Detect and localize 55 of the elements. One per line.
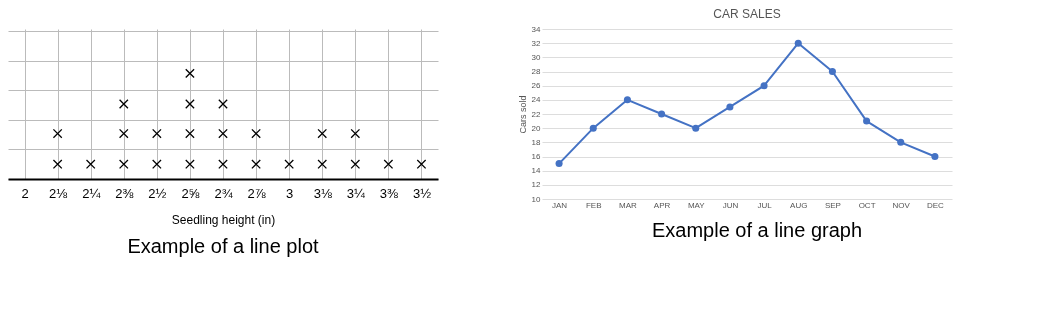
y-tick-label: 10 — [531, 194, 542, 204]
point — [828, 67, 836, 76]
point — [726, 103, 734, 111]
x-tick-label: 2⅛ — [49, 185, 68, 201]
text: Example of a line plot — [127, 235, 320, 257]
x-tick-label: NOV — [892, 200, 911, 210]
point — [658, 110, 666, 118]
x-tick-label: 3¼ — [346, 185, 365, 201]
x-tick-label: JUL — [757, 200, 773, 210]
x-tick-label: APR — [653, 200, 671, 210]
x-tick-label: JAN — [552, 200, 568, 210]
x-tick-label: 3 — [286, 185, 294, 201]
x-tick-label: 3½ — [412, 185, 432, 201]
point — [897, 138, 905, 146]
point — [794, 39, 802, 47]
x-tick-label: 3⅛ — [313, 185, 332, 201]
x-tick-label: SEP — [824, 200, 841, 210]
x-tick-label: 3⅜ — [379, 185, 399, 201]
x-tick-label: 2 — [21, 185, 29, 201]
x-tick-label: 2⅝ — [181, 185, 200, 201]
y-tick-label: 14 — [531, 166, 542, 176]
y-tick-label: 22 — [531, 109, 542, 119]
x-tick-label: MAR — [619, 200, 638, 210]
y-axis-title: Cars sold — [517, 95, 528, 134]
point — [589, 124, 597, 132]
y-tick-label: 18 — [531, 137, 542, 147]
y-tick-label: 24 — [531, 95, 542, 105]
point — [931, 152, 939, 161]
y-tick-label: 20 — [531, 123, 542, 133]
y-tick-label: 34 — [531, 24, 542, 34]
x-tick-label: 2½ — [148, 185, 167, 201]
x-tick-label: OCT — [858, 200, 876, 210]
x-axis-title: Seedling height (in) — [171, 212, 276, 227]
x-tick-label: FEB — [585, 200, 602, 210]
x-tick-label: 2⅞ — [247, 185, 266, 201]
text: Example of a line graph — [651, 219, 863, 241]
x-tick-label: DEC — [926, 200, 945, 210]
x-tick-label: AUG — [790, 200, 808, 210]
x-tick-label: 2¾ — [214, 185, 233, 201]
point — [623, 96, 631, 104]
point — [863, 117, 871, 125]
y-tick-label: 28 — [531, 67, 542, 76]
point — [555, 160, 563, 168]
point — [692, 124, 700, 132]
x-tick-label: 2¼ — [82, 185, 101, 201]
x-tick-label: MAY — [687, 200, 706, 210]
chart-title: CAR SALES — [713, 7, 781, 21]
x-tick-label: JUN — [722, 200, 739, 210]
y-tick-label: 26 — [531, 81, 542, 91]
point — [760, 82, 768, 90]
x-tick-label: 2⅜ — [115, 185, 134, 201]
y-tick-label: 12 — [531, 180, 542, 190]
y-tick-label: 32 — [531, 38, 542, 48]
y-tick-label: 16 — [531, 152, 542, 161]
y-tick-label: 30 — [531, 52, 542, 62]
